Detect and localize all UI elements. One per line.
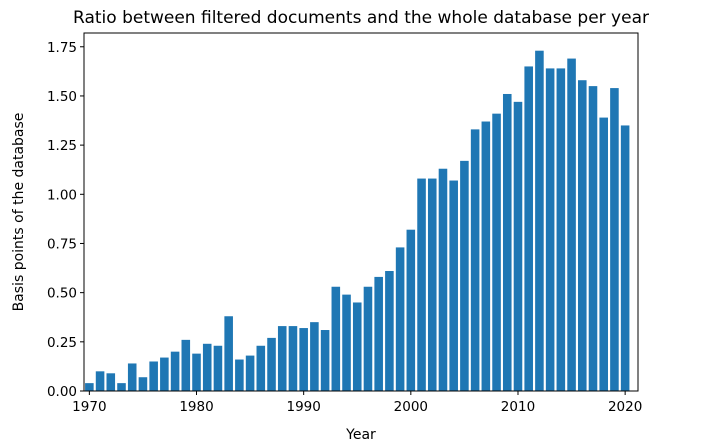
bar-2009 [502, 93, 512, 391]
x-tick-label: 1980 [179, 399, 213, 415]
bar-2018 [599, 117, 608, 391]
bar-1998 [385, 271, 394, 391]
bar-2012 [535, 50, 544, 391]
x-tick-label: 2020 [608, 399, 642, 415]
bar-2000 [406, 229, 416, 391]
bar-2007 [481, 121, 491, 392]
bar-2013 [545, 68, 555, 391]
bar-2017 [588, 86, 598, 392]
bar-1984 [235, 359, 244, 391]
y-axis: 0.00 0.25 0.50 0.75 1.00 1.25 1.50 1.75 [47, 40, 84, 400]
y-tick-label: 0.00 [47, 384, 77, 400]
bar-1999 [395, 247, 405, 391]
y-tick-label: 1.25 [47, 138, 77, 154]
y-tick-label: 0.50 [47, 286, 77, 302]
bar-1982 [213, 345, 223, 391]
y-tick-label: 1.50 [47, 89, 77, 105]
x-tick-label: 2010 [501, 399, 535, 415]
bar-1986 [256, 345, 266, 391]
plot-frame [83, 32, 639, 392]
bar-2014 [556, 68, 566, 391]
bars-group [85, 50, 630, 392]
bar-1994 [342, 294, 351, 391]
bar-1991 [310, 322, 319, 391]
bar-1976 [149, 361, 158, 391]
bar-1985 [245, 355, 255, 391]
bar-1992 [320, 330, 330, 391]
bar-1995 [352, 302, 362, 391]
bar-1988 [277, 326, 287, 391]
bar-2019 [610, 88, 619, 391]
bar-1997 [374, 276, 383, 391]
bar-2010 [513, 101, 523, 391]
bar-1978 [170, 351, 180, 391]
bar-2008 [492, 113, 501, 392]
y-tick-label: 0.75 [47, 236, 77, 252]
bar-2003 [438, 168, 448, 391]
bar-1993 [331, 286, 341, 391]
x-tick-label: 1990 [286, 399, 320, 415]
y-tick-label: 1.00 [47, 187, 77, 203]
y-tick-label: 0.25 [47, 335, 77, 351]
y-tick-label: 1.75 [47, 40, 77, 56]
bar-1971 [95, 371, 105, 391]
bar-1980 [192, 353, 201, 391]
bar-2006 [470, 129, 480, 391]
bar-2001 [417, 178, 426, 391]
bar-1974 [127, 363, 137, 391]
x-axis-label: Year [345, 427, 376, 443]
bar-2002 [427, 178, 437, 391]
bar-1977 [160, 357, 169, 391]
bar-1996 [363, 286, 373, 391]
bar-2020 [620, 125, 630, 391]
x-tick-label: 1970 [72, 399, 106, 415]
x-tick-label: 2000 [394, 399, 428, 415]
bar-2015 [567, 58, 576, 391]
bar-1973 [117, 383, 126, 391]
bar-1979 [181, 339, 191, 391]
chart-title: Ratio between filtered documents and the… [73, 8, 649, 28]
bar-2016 [577, 80, 587, 392]
bar-2005 [460, 160, 469, 391]
x-axis: 1970 1980 1990 2000 2010 2020 [72, 391, 642, 415]
bar-1990 [299, 328, 308, 391]
bar-2011 [524, 66, 533, 391]
bar-1970 [85, 383, 94, 391]
bar-1981 [202, 343, 212, 391]
bar-1975 [138, 377, 148, 391]
bar-1983 [224, 316, 233, 391]
y-axis-label: Basis points of the database [11, 113, 27, 312]
bar-2004 [449, 180, 458, 391]
bar-1989 [288, 326, 298, 391]
bar-1987 [267, 337, 276, 391]
bar-1972 [106, 373, 116, 391]
